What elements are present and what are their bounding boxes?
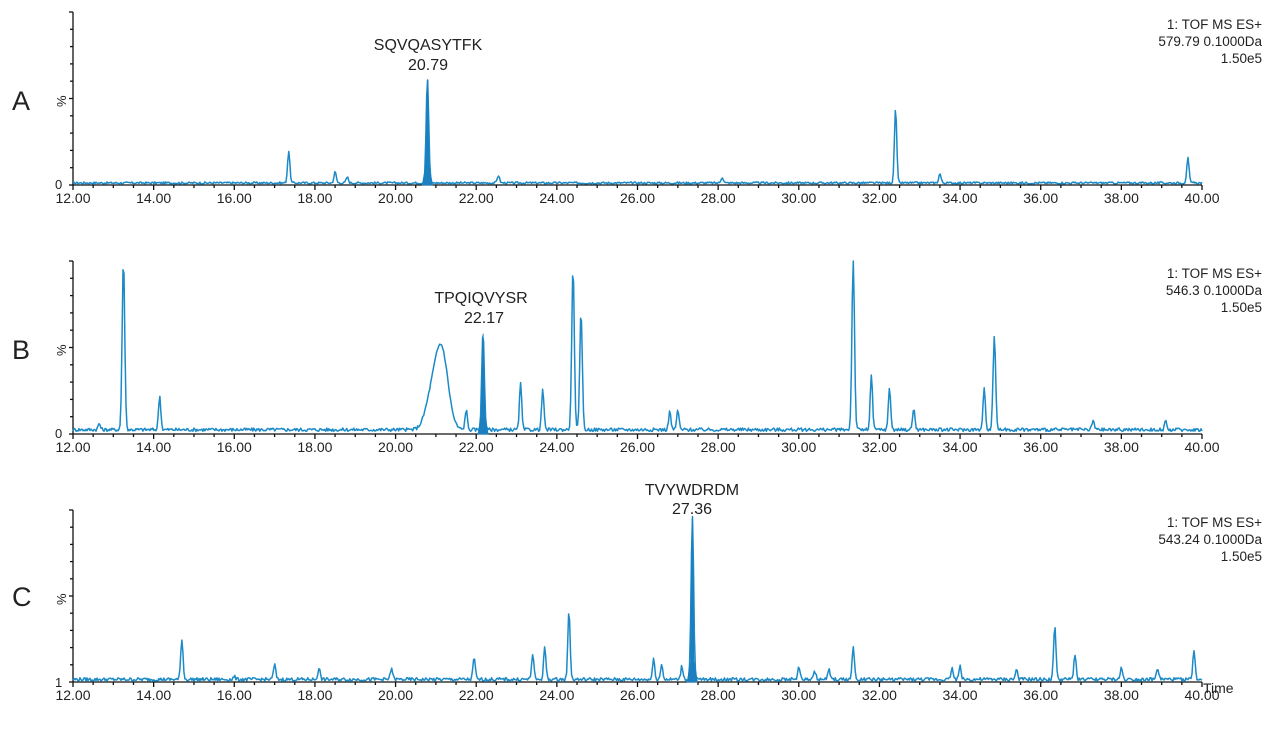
svg-text:12.00: 12.00: [55, 687, 90, 703]
svg-text:14.00: 14.00: [136, 190, 171, 206]
peak-retention-time: 22.17: [464, 310, 504, 327]
y-min-label: 0: [55, 426, 62, 441]
x-tick-labels: 12.00 14.00 16.00 18.00 20.00 22.00 24.00 26.00…: [55, 687, 1219, 703]
svg-text:20.00: 20.00: [378, 439, 413, 455]
chromatogram-trace: [72, 260, 1203, 433]
svg-text:28.00: 28.00: [701, 687, 736, 703]
svg-text:18.00: 18.00: [297, 190, 332, 206]
svg-text:18.00: 18.00: [297, 687, 332, 703]
panel-a: A % 0 12.00 14.00 16.00 18.00 20.00 22.00 24.0…: [12, 11, 1262, 206]
svg-text:32.00: 32.00: [862, 687, 897, 703]
svg-text:24.00: 24.00: [539, 687, 574, 703]
axes: [69, 11, 1203, 190]
panel-letter: C: [12, 582, 32, 612]
svg-text:30.00: 30.00: [781, 439, 816, 455]
svg-text:36.00: 36.00: [1023, 190, 1058, 206]
svg-text:28.00: 28.00: [701, 439, 736, 455]
svg-text:14.00: 14.00: [136, 439, 171, 455]
svg-text:34.00: 34.00: [943, 439, 978, 455]
panel-b: B % 0 12.00 14.00 16.00 18.00 20.00 22.00 24.0…: [12, 260, 1263, 455]
svg-text:24.00: 24.00: [539, 439, 574, 455]
y-axis-label: %: [54, 344, 69, 356]
peak-peptide-label: TPQIQVYSR: [434, 290, 527, 307]
highlighted-peak: [686, 518, 698, 683]
svg-text:18.00: 18.00: [297, 439, 332, 455]
svg-text:26.00: 26.00: [620, 687, 655, 703]
svg-text:16.00: 16.00: [217, 687, 252, 703]
svg-text:22.00: 22.00: [459, 687, 494, 703]
peak-retention-time: 20.79: [408, 57, 448, 74]
peak-retention-time: 27.36: [672, 501, 712, 518]
svg-text:24.00: 24.00: [539, 190, 574, 206]
y-axis-label: %: [54, 95, 69, 107]
y-axis-label: %: [54, 593, 69, 605]
svg-text:20.00: 20.00: [378, 190, 413, 206]
info-line-2: 579.79 0.1000Da: [1158, 34, 1262, 49]
svg-text:34.00: 34.00: [943, 190, 978, 206]
svg-text:20.00: 20.00: [378, 687, 413, 703]
axes: [69, 509, 1203, 687]
info-line-2: 543.24 0.1000Da: [1158, 532, 1262, 547]
info-line-3: 1.50e5: [1221, 300, 1262, 315]
highlighted-peak: [477, 333, 489, 435]
svg-text:38.00: 38.00: [1104, 687, 1139, 703]
info-line-2: 546.3 0.1000Da: [1166, 283, 1263, 298]
chromatogram-trace: [73, 79, 1203, 185]
peak-peptide-label: SQVQASYTFK: [374, 37, 483, 54]
svg-text:38.00: 38.00: [1104, 190, 1139, 206]
x-axis-label: Time: [1203, 680, 1234, 696]
svg-text:12.00: 12.00: [55, 439, 90, 455]
svg-text:38.00: 38.00: [1104, 439, 1139, 455]
panel-c: C % 1 12.00 14.00 16.00 18.00 20.00 22.00 24.0…: [12, 482, 1262, 703]
highlighted-peak: [421, 79, 433, 186]
x-tick-labels: 12.00 14.00 16.00 18.00 20.00 22.00 24.00 26.00…: [55, 439, 1219, 455]
svg-text:22.00: 22.00: [459, 439, 494, 455]
svg-text:36.00: 36.00: [1023, 439, 1058, 455]
info-line-1: 1: TOF MS ES+: [1167, 515, 1262, 530]
svg-text:14.00: 14.00: [136, 687, 171, 703]
svg-text:28.00: 28.00: [701, 190, 736, 206]
info-line-1: 1: TOF MS ES+: [1167, 17, 1262, 32]
y-min-label: 0: [55, 177, 62, 192]
y-min-label: 1: [55, 675, 62, 690]
svg-text:30.00: 30.00: [781, 687, 816, 703]
peak-peptide-label: TVYWDRDM: [645, 482, 739, 499]
svg-text:16.00: 16.00: [217, 190, 252, 206]
svg-text:40.00: 40.00: [1184, 190, 1219, 206]
panel-letter: A: [12, 86, 30, 116]
x-tick-labels: 12.00 14.00 16.00 18.00 20.00 22.00 24.00 26.00…: [55, 190, 1219, 206]
svg-text:22.00: 22.00: [459, 190, 494, 206]
svg-text:34.00: 34.00: [943, 687, 978, 703]
svg-text:30.00: 30.00: [781, 190, 816, 206]
info-line-3: 1.50e5: [1221, 549, 1262, 564]
info-line-3: 1.50e5: [1221, 51, 1262, 66]
svg-text:16.00: 16.00: [217, 439, 252, 455]
svg-text:32.00: 32.00: [862, 439, 897, 455]
svg-text:40.00: 40.00: [1184, 687, 1219, 703]
axes: [69, 260, 1203, 439]
panel-letter: B: [12, 335, 30, 365]
svg-text:36.00: 36.00: [1023, 687, 1058, 703]
svg-text:32.00: 32.00: [862, 190, 897, 206]
svg-text:12.00: 12.00: [55, 190, 90, 206]
svg-text:40.00: 40.00: [1184, 439, 1219, 455]
svg-text:26.00: 26.00: [620, 190, 655, 206]
chromatogram-trace: [72, 515, 1203, 682]
info-line-1: 1: TOF MS ES+: [1167, 266, 1262, 281]
svg-text:26.00: 26.00: [620, 439, 655, 455]
